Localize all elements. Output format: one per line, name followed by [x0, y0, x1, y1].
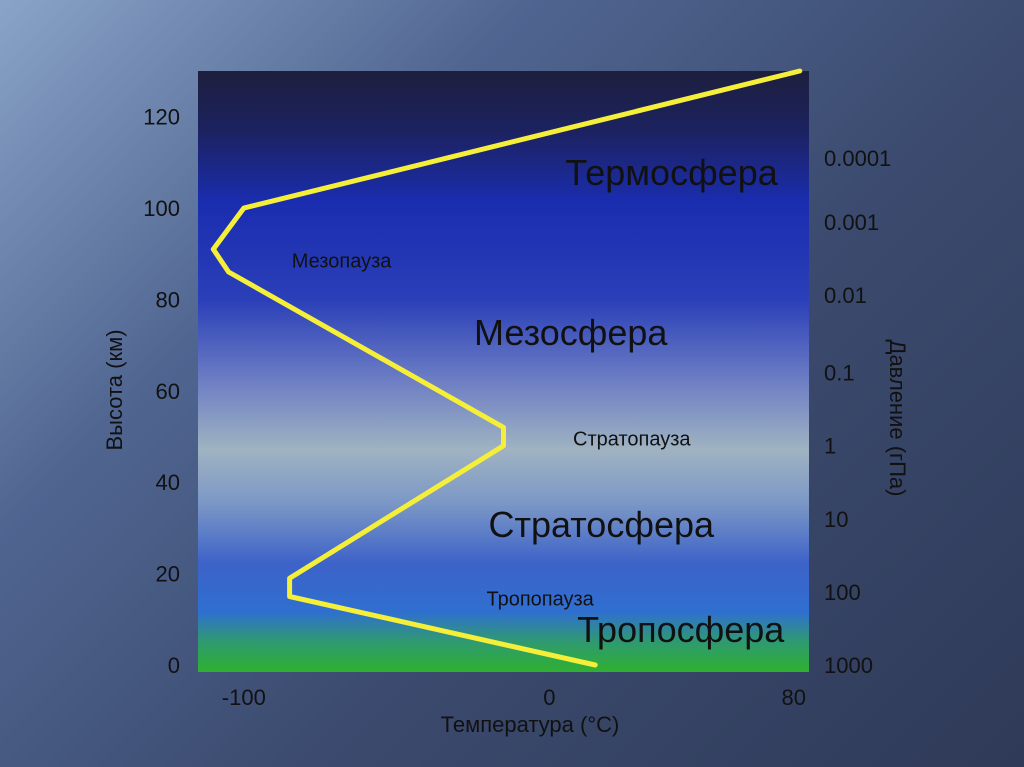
pressure-tick-label-3: 1	[824, 434, 836, 459]
y-tick-label-5: 100	[143, 196, 180, 221]
layer-annotations: Термосфера Мезопауза Мезосфера Стратопауза С…	[292, 152, 786, 650]
y-tick-label-0: 0	[168, 653, 180, 678]
y-axis-label: Высота (км)	[102, 329, 127, 450]
annotation-4: Стратосфера	[488, 504, 715, 545]
y-tick-label-1: 20	[156, 562, 180, 587]
pressure-tick-label-0: 1000	[824, 653, 873, 678]
annotation-5: Тропопауза	[486, 589, 594, 611]
y-tick-label-2: 40	[156, 470, 180, 495]
annotation-1: Мезопауза	[292, 250, 393, 272]
y-tick-label-4: 80	[156, 287, 180, 312]
annotation-6: Тропосфера	[577, 609, 785, 650]
temperature-profile-line-0	[210, 68, 803, 668]
pressure-tick-label-4: 0.1	[824, 361, 855, 386]
pressure-axis-ticks: 1000 100 10 1 0.1 0.01 0.001 0.0001	[824, 146, 891, 678]
x-axis-label: Температура (°C)	[441, 712, 620, 737]
annotation-0: Термосфера	[565, 152, 778, 193]
annotation-3: Стратопауза	[573, 429, 691, 451]
x-axis-ticks: -100 0 80	[222, 685, 806, 710]
x-tick-label-0: -100	[222, 685, 266, 710]
pressure-tick-label-5: 0.01	[824, 283, 867, 308]
pressure-tick-label-7: 0.0001	[824, 146, 891, 171]
pressure-tick-label-1: 100	[824, 580, 861, 605]
pressure-tick-label-6: 0.001	[824, 210, 879, 235]
right-axis-label: Давление (гПа)	[885, 340, 910, 497]
x-tick-label-1: 0	[543, 685, 555, 710]
y-tick-label-6: 120	[143, 105, 180, 130]
y-axis-ticks: 0 20 40 60 80 100 120	[143, 105, 180, 678]
y-tick-label-3: 60	[156, 379, 180, 404]
annotation-2: Мезосфера	[474, 312, 668, 353]
series-layer	[210, 68, 803, 668]
x-tick-label-2: 80	[781, 685, 805, 710]
pressure-tick-label-2: 10	[824, 507, 848, 532]
